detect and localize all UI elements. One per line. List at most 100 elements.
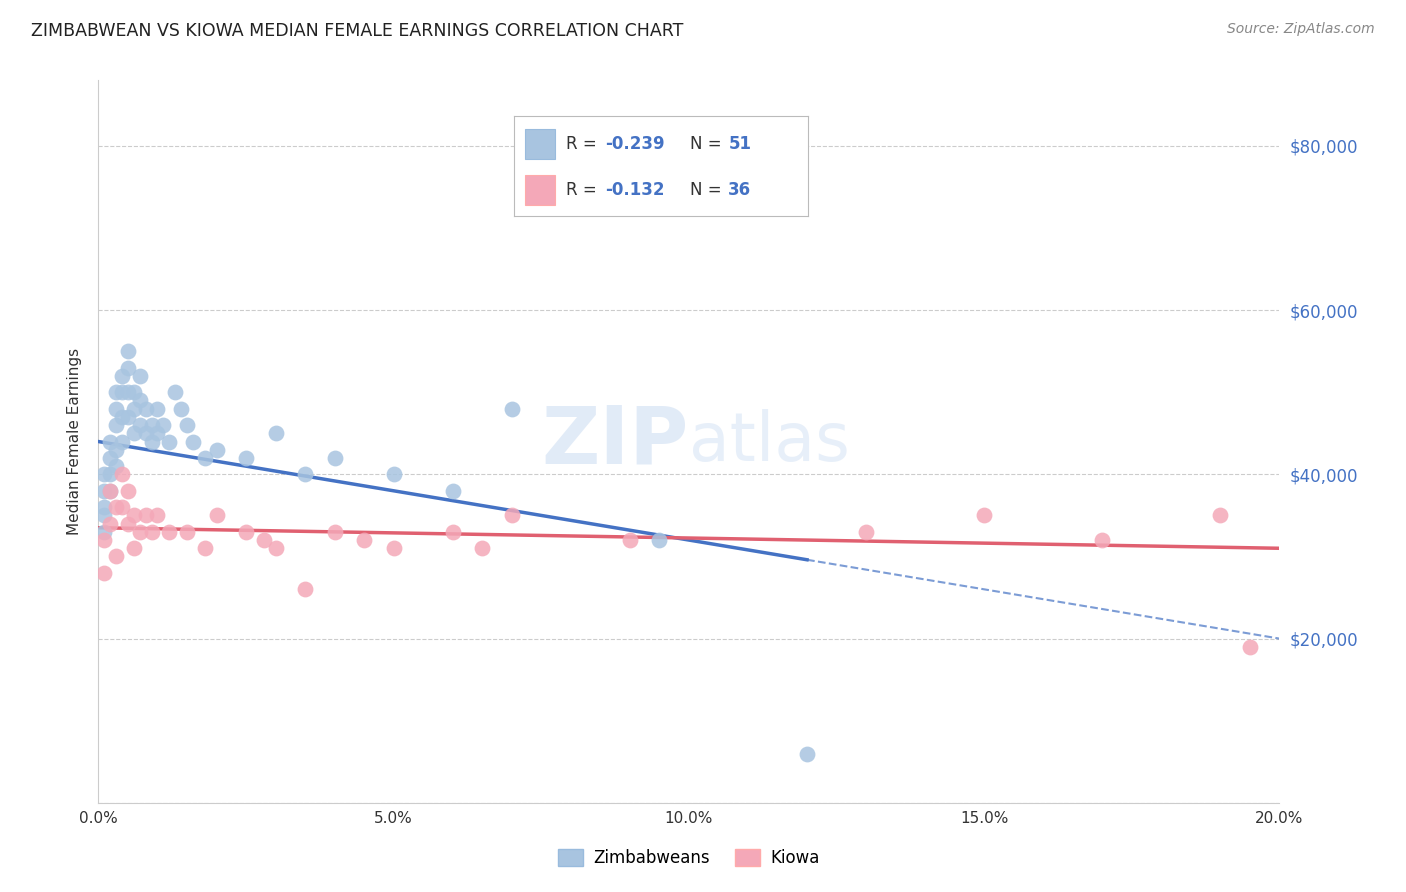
Point	[253, 533, 276, 547]
Point	[105, 418, 128, 433]
Bar	[526, 175, 555, 204]
Point	[235, 450, 257, 465]
Point	[176, 524, 198, 539]
Point	[181, 434, 204, 449]
Point	[128, 524, 150, 539]
Point	[117, 344, 139, 359]
Point	[93, 524, 115, 539]
Point	[141, 434, 163, 449]
Point	[105, 500, 128, 515]
Y-axis label: Median Female Earnings: Median Female Earnings	[67, 348, 83, 535]
Text: -0.132: -0.132	[605, 181, 664, 199]
Text: N =: N =	[690, 181, 727, 199]
Point	[796, 747, 818, 761]
Point	[176, 418, 198, 433]
Point	[98, 483, 121, 498]
Point	[117, 409, 139, 424]
Point	[122, 541, 145, 556]
Point	[122, 401, 145, 416]
Point	[93, 566, 115, 580]
Point	[117, 385, 139, 400]
Point	[93, 483, 115, 498]
Point	[135, 508, 157, 523]
Point	[205, 442, 228, 457]
Point	[111, 467, 134, 482]
Point	[619, 533, 641, 547]
Point	[135, 401, 157, 416]
Point	[98, 434, 121, 449]
Point	[105, 401, 128, 416]
Point	[294, 582, 316, 597]
Point	[117, 516, 139, 531]
Point	[141, 524, 163, 539]
Text: ZIP: ZIP	[541, 402, 689, 481]
Bar	[526, 129, 555, 159]
Point	[323, 450, 346, 465]
Point	[111, 409, 134, 424]
Text: -0.239: -0.239	[605, 135, 665, 153]
Point	[98, 450, 121, 465]
Legend: Zimbabweans, Kiowa: Zimbabweans, Kiowa	[551, 842, 827, 874]
Point	[382, 541, 405, 556]
Text: N =: N =	[690, 135, 727, 153]
Point	[111, 385, 134, 400]
Point	[93, 533, 115, 547]
Point	[973, 508, 995, 523]
Point	[128, 393, 150, 408]
Point	[117, 483, 139, 498]
Text: 51: 51	[728, 135, 751, 153]
Point	[105, 549, 128, 564]
Point	[105, 442, 128, 457]
Point	[93, 508, 115, 523]
Point	[122, 385, 145, 400]
Point	[111, 434, 134, 449]
Point	[1209, 508, 1232, 523]
Point	[105, 459, 128, 474]
Point	[648, 533, 671, 547]
Point	[135, 426, 157, 441]
Point	[146, 426, 169, 441]
Point	[1239, 640, 1261, 654]
Point	[441, 524, 464, 539]
Point	[152, 418, 174, 433]
Point	[294, 467, 316, 482]
Point	[122, 426, 145, 441]
Point	[855, 524, 877, 539]
Point	[441, 483, 464, 498]
Point	[98, 483, 121, 498]
Point	[146, 401, 169, 416]
Point	[98, 516, 121, 531]
Point	[165, 385, 187, 400]
Point	[353, 533, 375, 547]
Point	[157, 524, 180, 539]
Point	[471, 541, 494, 556]
Point	[264, 426, 287, 441]
Text: ZIMBABWEAN VS KIOWA MEDIAN FEMALE EARNINGS CORRELATION CHART: ZIMBABWEAN VS KIOWA MEDIAN FEMALE EARNIN…	[31, 22, 683, 40]
Point	[128, 368, 150, 383]
Point	[205, 508, 228, 523]
Point	[235, 524, 257, 539]
Point	[501, 508, 523, 523]
Point	[194, 450, 217, 465]
Point	[1091, 533, 1114, 547]
Text: R =: R =	[567, 135, 603, 153]
Point	[93, 467, 115, 482]
Point	[170, 401, 193, 416]
Point	[122, 508, 145, 523]
Point	[264, 541, 287, 556]
Point	[128, 418, 150, 433]
Point	[146, 508, 169, 523]
Text: R =: R =	[567, 181, 603, 199]
Text: Source: ZipAtlas.com: Source: ZipAtlas.com	[1227, 22, 1375, 37]
Point	[111, 500, 134, 515]
Point	[93, 500, 115, 515]
Point	[141, 418, 163, 433]
Point	[111, 368, 134, 383]
Text: 36: 36	[728, 181, 751, 199]
Point	[501, 401, 523, 416]
Point	[157, 434, 180, 449]
Point	[323, 524, 346, 539]
Point	[194, 541, 217, 556]
Point	[98, 467, 121, 482]
Point	[382, 467, 405, 482]
